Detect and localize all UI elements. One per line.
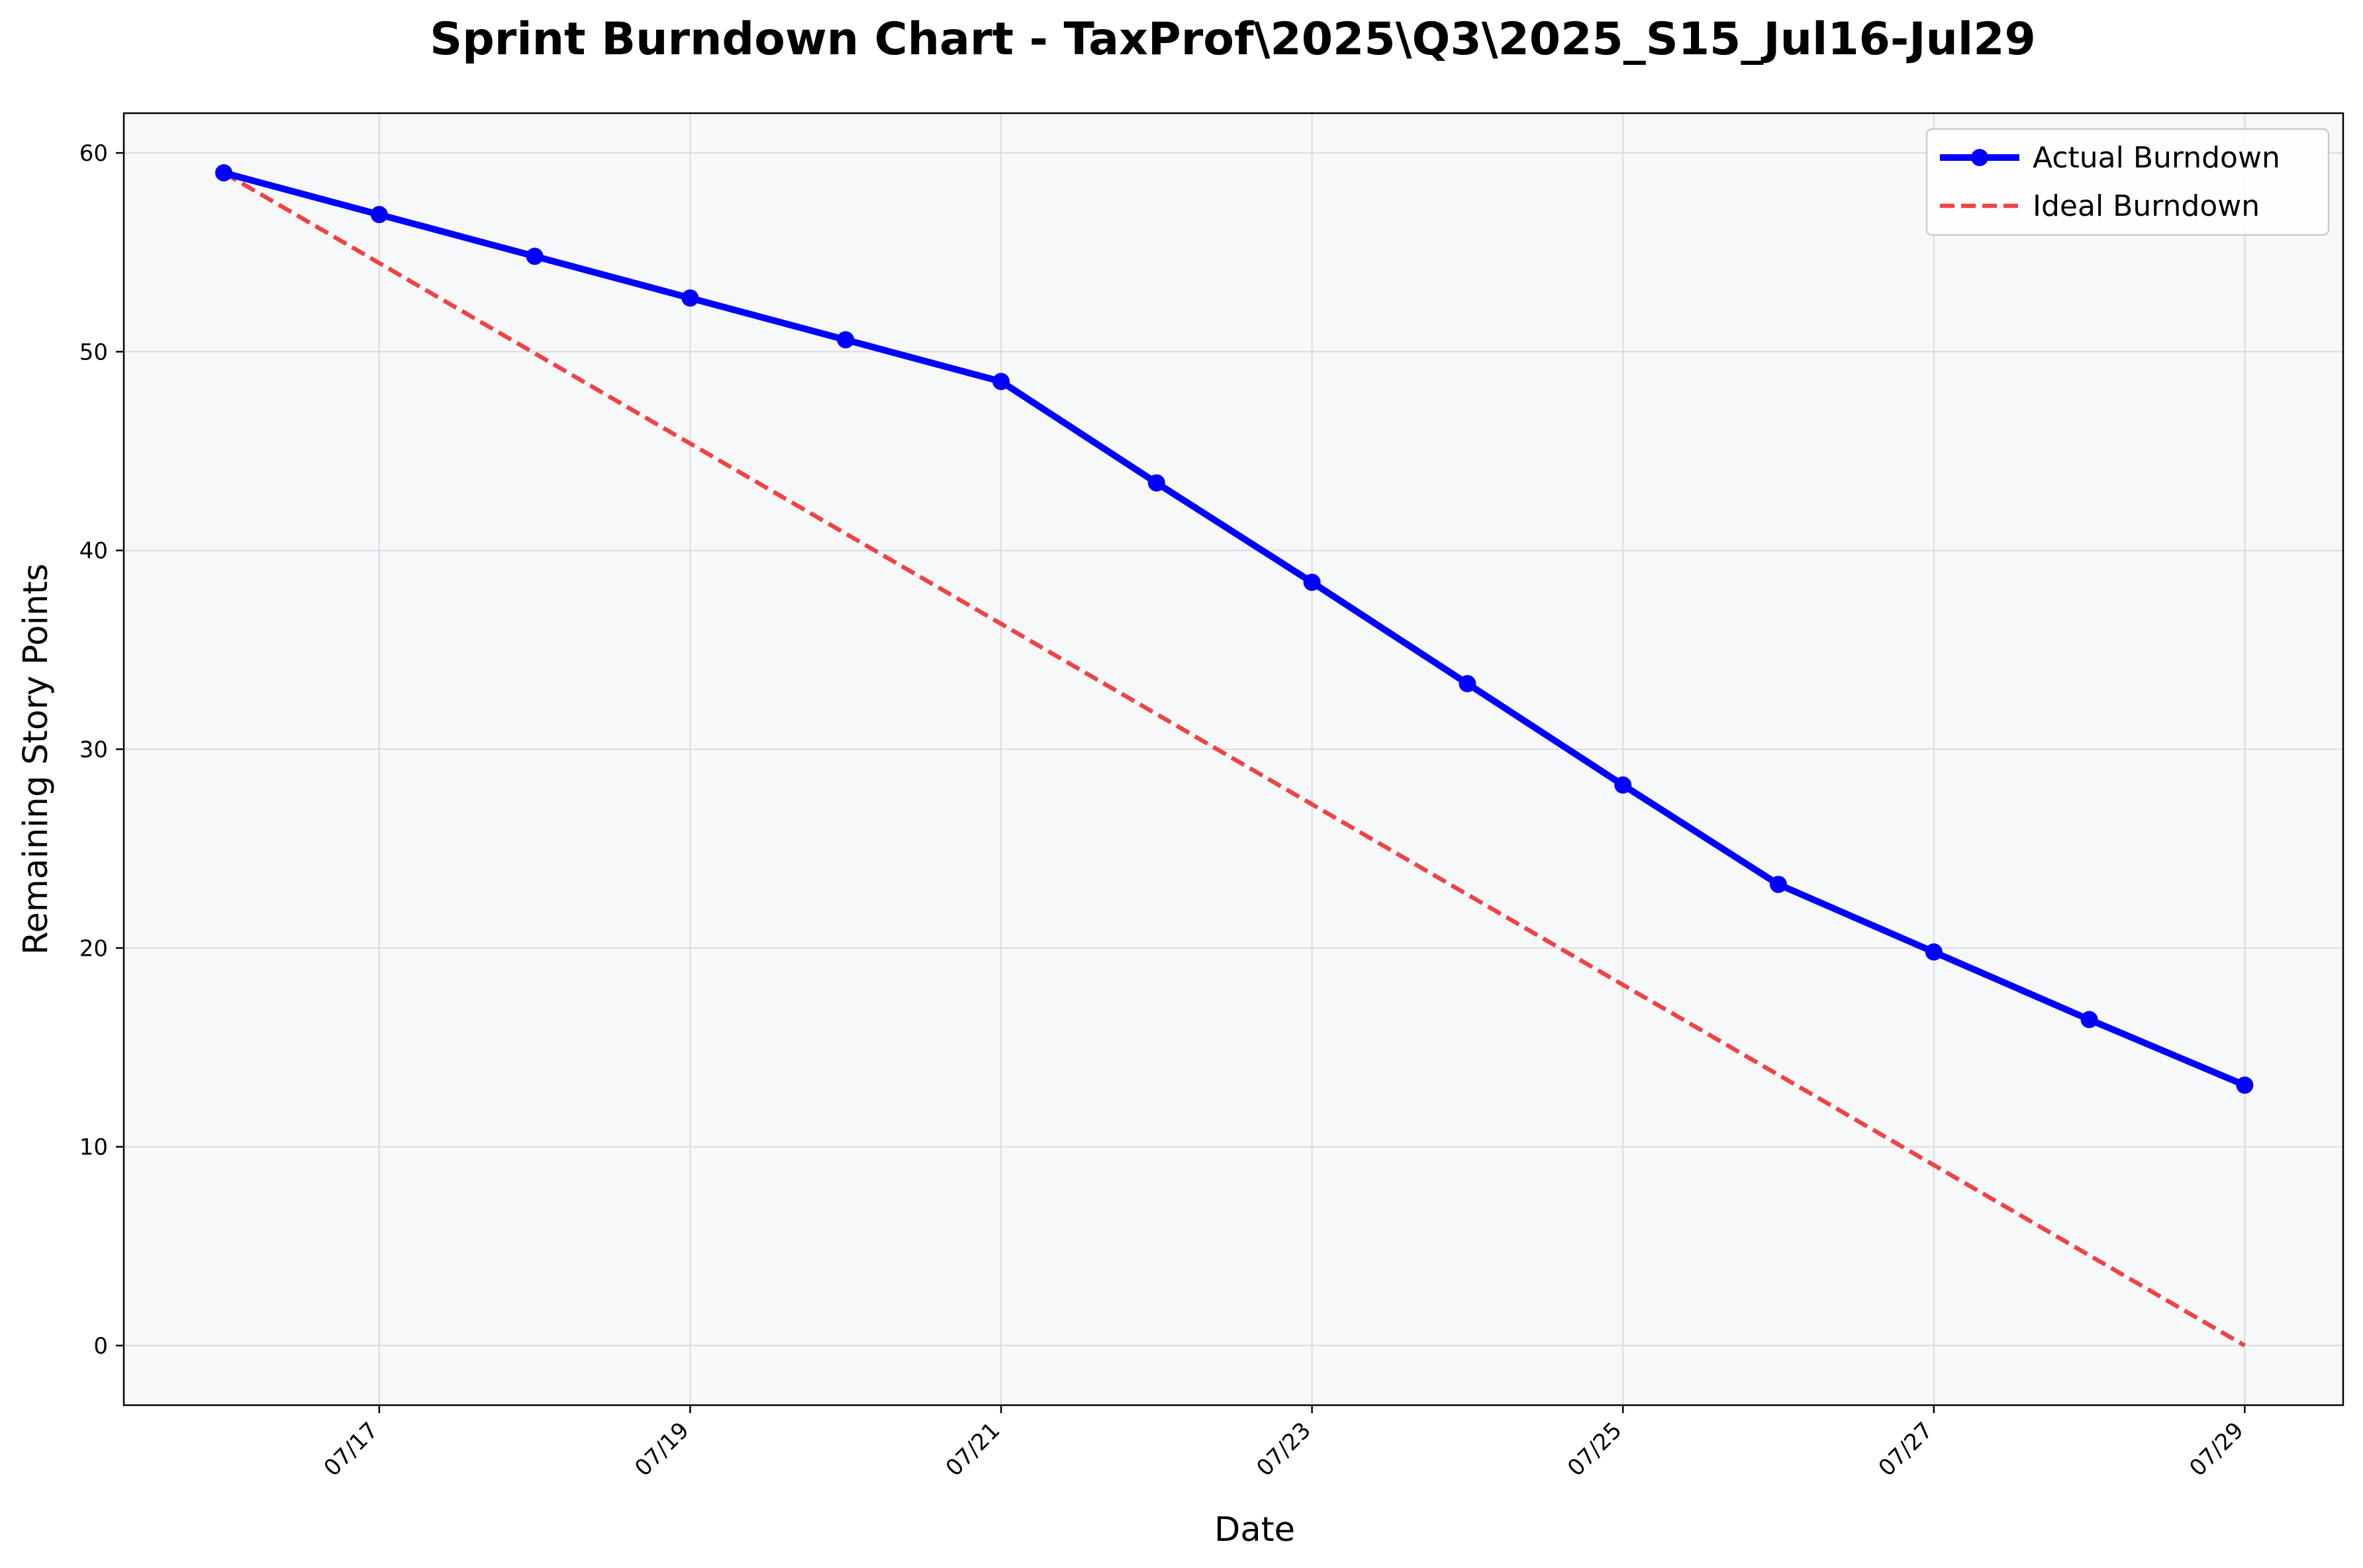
actual-burndown-point [370, 206, 388, 224]
legend-box [1925, 128, 2330, 236]
legend: Actual Burndown Ideal Burndown [1925, 128, 2330, 236]
actual-burndown-point [1147, 474, 1165, 492]
actual-burndown-point [1770, 876, 1787, 894]
actual-burndown-point [992, 373, 1010, 391]
actual-burndown-point [2080, 1011, 2098, 1029]
plot-frame [122, 112, 2344, 1407]
y-tick-label: 30 [79, 737, 108, 763]
series-layer [215, 164, 2254, 1348]
y-tick-label: 20 [79, 935, 108, 962]
y-tick-label: 10 [79, 1134, 108, 1161]
legend-marker [1971, 149, 1988, 166]
legend-label: Actual Burndown [2033, 141, 2280, 175]
y-axis: 0 10 20 30 40 50 60 [79, 140, 124, 1360]
actual-burndown-point [526, 248, 544, 265]
chart-title: Sprint Burndown Chart - TaxProf\2025\Q3\… [430, 13, 2036, 66]
y-axis-label: Remaining Story Points [17, 563, 56, 954]
actual-burndown-point [2236, 1076, 2254, 1094]
x-axis-label: Date [1214, 1510, 1295, 1549]
y-tick-label: 60 [79, 140, 108, 167]
actual-burndown-point [1614, 776, 1632, 794]
actual-burndown-point [1459, 674, 1476, 692]
ideal-burndown-line [222, 171, 2246, 1348]
y-tick-label: 50 [79, 339, 108, 365]
actual-burndown-point [681, 289, 699, 307]
actual-burndown-line [222, 169, 2246, 1089]
y-tick-label: 40 [79, 538, 108, 565]
actual-burndown-point [1925, 943, 1943, 961]
actual-burndown-point [1303, 573, 1321, 591]
y-tick-label: 0 [93, 1333, 108, 1360]
legend-label: Ideal Burndown [2033, 189, 2260, 223]
actual-burndown-point [215, 164, 232, 182]
actual-burndown-point [837, 331, 855, 349]
